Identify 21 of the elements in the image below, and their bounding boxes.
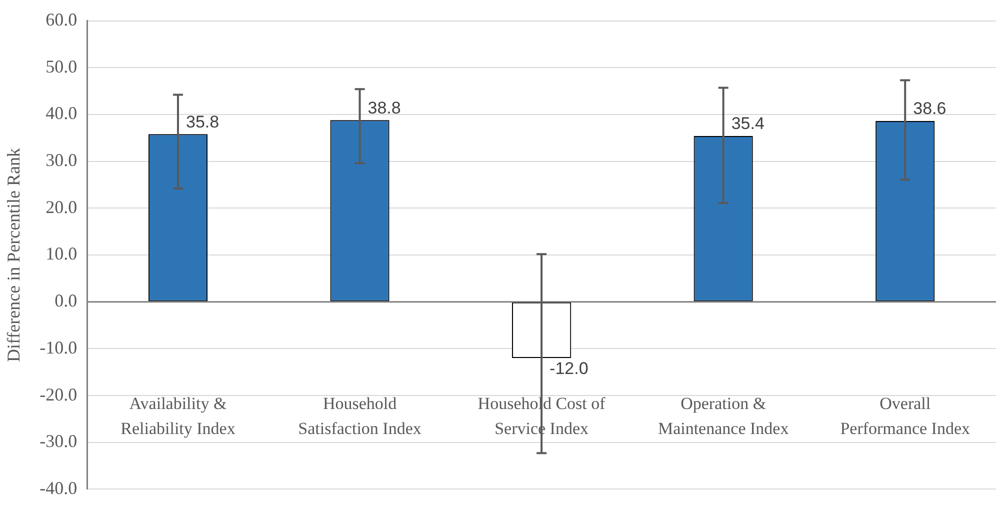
data-label: 38.6 xyxy=(913,99,946,118)
data-label: 35.4 xyxy=(731,114,764,134)
y-tick-label: 0.0 xyxy=(54,290,78,311)
x-tick-label: Availability & Reliability Index xyxy=(120,394,236,438)
y-tick-label: -10.0 xyxy=(40,337,78,358)
data-label: 38.8 xyxy=(368,98,401,118)
data-label: 35.8 xyxy=(186,112,220,132)
x-tick-label: Household Satisfaction Index xyxy=(298,394,422,438)
y-tick-label: 10.0 xyxy=(46,244,78,264)
y-tick-label: 60.0 xyxy=(46,10,78,30)
x-tick-label: Operation & Maintenance Index xyxy=(658,394,790,438)
y-tick-label: -40.0 xyxy=(40,478,78,498)
y-tick-label: -20.0 xyxy=(40,384,78,404)
y-tick-label: 20.0 xyxy=(46,196,78,217)
y-tick-label: 30.0 xyxy=(46,150,78,170)
y-tick-label: 40.0 xyxy=(46,103,78,124)
y-axis-title: Difference in Percentile Rank xyxy=(4,148,24,362)
data-label: -12.0 xyxy=(550,359,588,378)
y-tick-label: -30.0 xyxy=(40,431,78,452)
y-tick-label: 50.0 xyxy=(46,56,78,76)
x-tick-label: Overall Performance Index xyxy=(840,394,971,438)
